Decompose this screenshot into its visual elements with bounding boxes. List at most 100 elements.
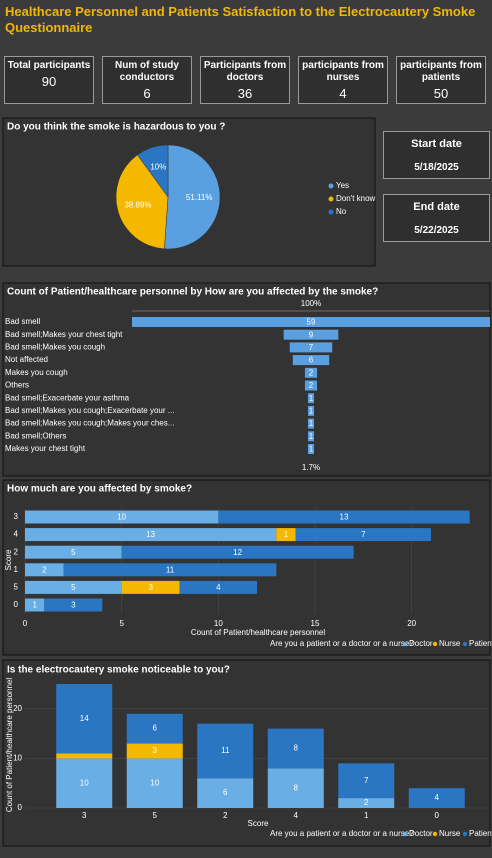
kpi-card: Participants from doctors 36 [200, 56, 290, 104]
legend-marker [328, 183, 334, 189]
pie-slice [115, 154, 169, 250]
bar-segment [56, 684, 113, 754]
bar-segment [63, 563, 277, 577]
funnel-bar [307, 393, 315, 404]
bar-segment [121, 580, 180, 594]
category-label: Bad smell;Exacerbate your asthma [5, 393, 130, 402]
legend-marker [328, 209, 334, 215]
value-label: 7 [361, 530, 366, 539]
funnel-bar [304, 367, 318, 378]
value-label: 13 [146, 530, 155, 539]
category-label: Bad smell;Makes you cough [5, 343, 105, 352]
kpi-label: participants from nurses [302, 60, 384, 83]
kpi-label: participants from patients [400, 60, 482, 83]
bar-segment [44, 598, 103, 612]
kpi-label: Participants from doctors [203, 60, 287, 83]
bar-segment [267, 768, 324, 808]
value-label: 6 [223, 788, 228, 797]
legend-marker [402, 641, 408, 647]
category-label: Bad smell [5, 317, 40, 326]
value-label: 3 [71, 601, 76, 610]
x-tick-label: 4 [294, 811, 299, 820]
chart-title: Count of Patient/healthcare personnel by… [7, 287, 378, 298]
legend-marker [432, 641, 438, 647]
value-label: 3 [148, 583, 153, 592]
kpi-card: Total participants 90 [4, 56, 94, 104]
value-label: 5 [71, 583, 76, 592]
bar-segment [197, 778, 254, 808]
value-label: 59 [307, 318, 316, 327]
bar-segment [179, 580, 257, 594]
slice-label: 10% [150, 162, 166, 171]
bar-segment [126, 758, 183, 808]
category-label: Makes you cough [5, 368, 68, 377]
kpi-card: participants from patients 50 [396, 56, 486, 104]
bar-segment [25, 545, 122, 559]
value-label: 2 [309, 368, 314, 377]
category-label: Bad smell;Makes you cough;Exacerbate you… [5, 406, 174, 415]
x-tick-label: 5 [119, 619, 124, 628]
value-label: 7 [364, 776, 369, 785]
dashboard-title: Healthcare Personnel and Patients Satisf… [5, 4, 476, 35]
slice-label: 51.11% [186, 193, 213, 202]
bar-segment [25, 598, 45, 612]
value-label: 6 [153, 724, 158, 733]
bar-segment [25, 580, 122, 594]
legend-label: Nurse [439, 639, 461, 648]
value-label: 1 [309, 419, 314, 428]
bar-segment [408, 788, 465, 808]
kpi-value: 90 [41, 74, 57, 89]
legend-marker [402, 831, 408, 837]
value-label: 11 [221, 746, 230, 755]
bar-segment [25, 563, 64, 577]
y-tick-label: 2 [14, 547, 19, 556]
value-label: 8 [294, 744, 299, 753]
x-tick-label: 2 [223, 811, 228, 820]
value-label: 5 [71, 548, 76, 557]
legend-label: No [336, 207, 347, 216]
x-tick-label: 3 [82, 811, 87, 820]
category-label: Bad smell;Makes you cough;Makes your che… [5, 419, 174, 428]
funnel-bar [307, 444, 315, 454]
legend-label: Doctor [409, 639, 433, 648]
value-label: 1 [309, 407, 314, 416]
y-tick-label: 5 [14, 583, 19, 592]
funnel-top-label: 100% [301, 299, 321, 308]
category-label: Bad smell;Makes your chest tight [5, 330, 123, 339]
bar-segment [295, 528, 431, 542]
value-label: 13 [340, 513, 349, 522]
kpi-card: participants from nurses 4 [298, 56, 388, 104]
legend-title: Are you a patient or a doctor or a nurse… [270, 829, 414, 838]
bar-segment [56, 758, 113, 808]
legend-label: Nurse [439, 829, 461, 838]
pie-slice [164, 144, 221, 250]
y-axis-title: Score [4, 549, 13, 570]
date-card: Start date 5/18/2025 [383, 131, 490, 179]
chart-title: Do you think the smoke is hazardous to y… [7, 122, 225, 133]
x-tick-label: 1 [364, 811, 369, 820]
value-label: 3 [153, 746, 158, 755]
legend-marker [432, 831, 438, 837]
funnel-bar [289, 342, 333, 353]
legend-label: Doctor [409, 829, 433, 838]
value-label: 8 [294, 783, 299, 792]
bar-segment [25, 510, 219, 524]
bar-segment [276, 528, 296, 542]
y-tick-label: 1 [14, 565, 19, 574]
date-card: End date 5/22/2025 [383, 194, 490, 242]
value-label: 2 [42, 565, 47, 574]
funnel-bar [307, 418, 315, 429]
value-label: 12 [233, 548, 242, 557]
legend-label: Don't know [336, 194, 376, 203]
funnel-bar [283, 329, 339, 340]
value-label: 11 [166, 565, 175, 574]
category-label: Not affected [5, 355, 48, 364]
kpi-value: 36 [237, 86, 253, 101]
bar-segment [126, 713, 183, 744]
x-axis-title: Count of Patient/healthcare personnel [191, 628, 326, 637]
kpi-value: 50 [433, 86, 449, 101]
y-tick-label: 3 [14, 512, 19, 521]
bar-segment [25, 528, 277, 542]
x-tick-label: 0 [435, 811, 440, 820]
